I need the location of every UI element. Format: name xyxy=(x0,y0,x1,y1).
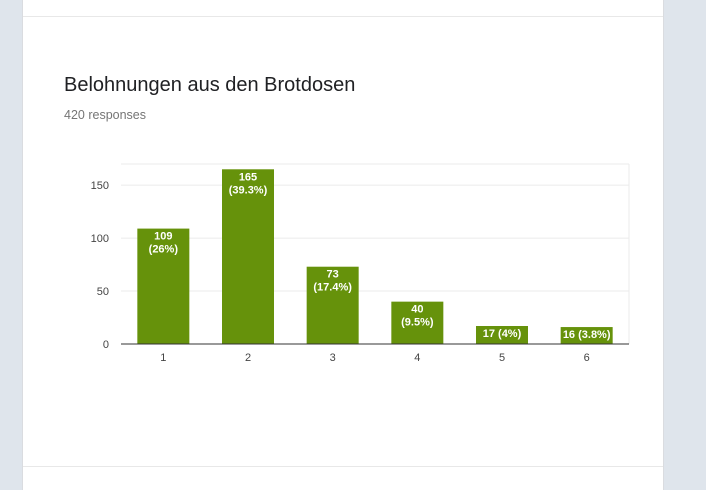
y-tick-label-150: 150 xyxy=(91,180,109,192)
bar-3 xyxy=(306,266,359,344)
response-count: 420 responses xyxy=(64,108,147,122)
x-tick-label-5: 5 xyxy=(499,352,505,364)
y-tick-label-0: 0 xyxy=(103,339,109,351)
chart-title: Belohnungen aus den Brotdosen xyxy=(64,74,356,96)
data-label-5: 17 (4%) xyxy=(483,328,522,340)
x-tick-label-4: 4 xyxy=(414,352,420,364)
data-label-3-2: (17.4%) xyxy=(313,282,352,294)
x-tick-label-1: 1 xyxy=(160,352,166,364)
data-label-3-1: 73 xyxy=(327,269,339,281)
data-label-4-2: (9.5%) xyxy=(401,317,434,329)
bar-6 xyxy=(560,327,613,344)
data-label-4-1: 40 xyxy=(411,304,423,316)
data-label-1-1: 109 xyxy=(154,231,172,243)
x-tick-label-3: 3 xyxy=(330,352,336,364)
data-label-6: 16 (3.8%) xyxy=(563,329,611,341)
card-divider-top xyxy=(23,16,663,17)
bar-5 xyxy=(476,326,528,344)
data-label-2-1: 165 xyxy=(239,171,257,183)
data-label-1-2: (26%) xyxy=(149,244,179,256)
x-tick-label-2: 2 xyxy=(245,352,251,364)
x-tick-label-6: 6 xyxy=(584,352,590,364)
bar-2 xyxy=(222,169,274,344)
bar-1 xyxy=(137,228,190,344)
y-tick-label-50: 50 xyxy=(97,286,109,298)
data-label-2-2: (39.3%) xyxy=(229,184,268,196)
chart-card: Belohnungen aus den Brotdosen 420 respon… xyxy=(22,0,664,490)
card-divider-bottom xyxy=(23,466,663,467)
bar-4 xyxy=(391,301,444,344)
bar-chart: 0 50 100 150 1 109(26%) 2 165(39.3%) 3 73(17.4%) 4… xyxy=(91,163,630,364)
y-tick-label-100: 100 xyxy=(91,233,109,245)
